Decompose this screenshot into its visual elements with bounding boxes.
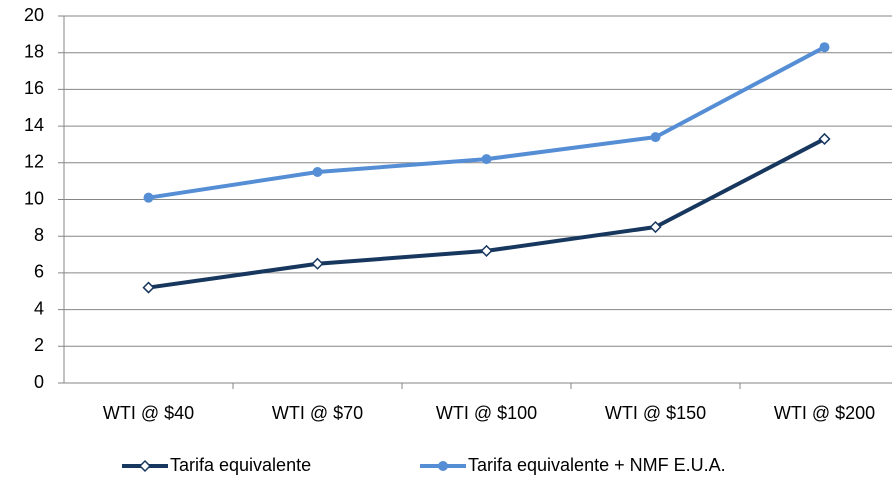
y-tick-label: 6 — [34, 262, 44, 282]
marker — [480, 244, 493, 257]
y-tick-label: 20 — [24, 5, 44, 25]
marker — [481, 154, 492, 165]
y-tick-label: 16 — [24, 78, 44, 98]
marker — [649, 220, 662, 234]
marker — [312, 166, 323, 177]
x-tick-label: WTI @ $70 — [272, 403, 363, 423]
x-tick-label: WTI @ $150 — [605, 403, 706, 423]
y-tick-label: 14 — [24, 115, 44, 135]
x-tick-label: WTI @ $40 — [103, 403, 194, 423]
marker — [650, 132, 661, 143]
y-tick-label: 8 — [34, 225, 44, 245]
y-tick-label: 0 — [34, 372, 44, 392]
series-line — [148, 45, 826, 200]
x-tick-label: WTI @ $100 — [436, 403, 537, 423]
legend-label: Tarifa equivalente — [170, 455, 311, 475]
y-tick-label: 12 — [24, 152, 44, 172]
marker — [138, 459, 152, 473]
marker — [142, 281, 155, 294]
marker — [819, 42, 830, 53]
y-tick-label: 10 — [24, 188, 44, 208]
x-tick-label: WTI @ $200 — [774, 403, 875, 423]
legend-label: Tarifa equivalente + NMF E.U.A. — [468, 455, 726, 475]
marker — [311, 257, 324, 270]
y-tick-label: 4 — [34, 298, 44, 318]
marker — [143, 192, 154, 203]
y-tick-label: 18 — [24, 41, 44, 61]
y-tick-label: 2 — [34, 335, 44, 355]
marker — [818, 132, 831, 146]
marker — [438, 461, 448, 471]
